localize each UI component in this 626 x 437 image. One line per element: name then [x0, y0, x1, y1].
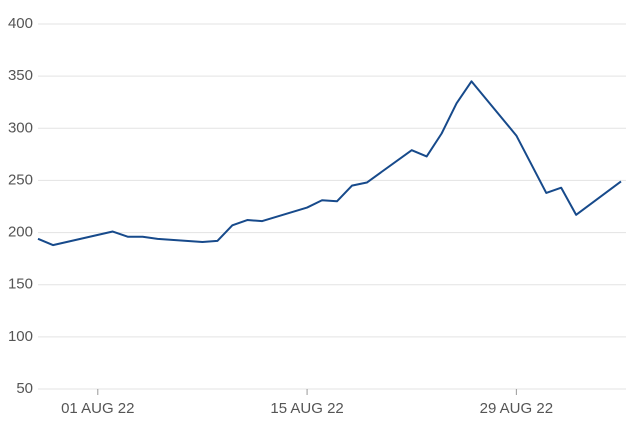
- y-tick-label: 400: [8, 15, 33, 32]
- x-tick-label: 15 AUG 22: [270, 400, 343, 417]
- y-tick-label: 50: [16, 380, 33, 397]
- y-tick-label: 300: [8, 119, 33, 136]
- y-tick-label: 100: [8, 328, 33, 345]
- y-tick-label: 250: [8, 171, 33, 188]
- y-tick-label: 150: [8, 276, 33, 293]
- x-tick-label: 01 AUG 22: [61, 400, 134, 417]
- y-tick-label: 200: [8, 224, 33, 241]
- line-series: [37, 80, 622, 247]
- x-tick-label: 29 AUG 22: [480, 400, 553, 417]
- y-tick-label: 350: [8, 67, 33, 84]
